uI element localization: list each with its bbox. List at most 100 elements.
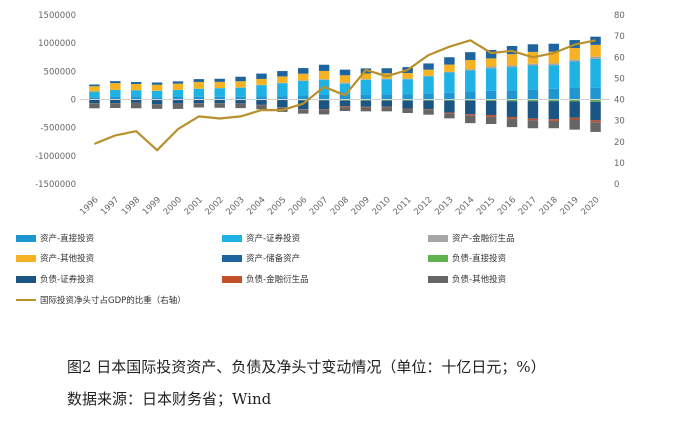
bar-segment bbox=[277, 71, 288, 77]
investment-position-chart: -1500000 -1000000 -500000 0 500000 1000000 150… bbox=[35, 11, 625, 217]
bar-segment bbox=[256, 85, 267, 97]
bar-segment bbox=[444, 57, 455, 65]
x-axis-tick-label: 2009 bbox=[350, 195, 372, 217]
bar-segment bbox=[339, 99, 351, 101]
bar-segment bbox=[130, 102, 142, 109]
bar-segment bbox=[381, 99, 392, 101]
bar-segment bbox=[444, 72, 455, 93]
left-axis-tick-label: -1500000 bbox=[35, 180, 76, 190]
x-axis-tick-label: 1997 bbox=[99, 195, 121, 217]
bar-segment bbox=[151, 100, 163, 105]
x-axis-tick-label: 2006 bbox=[287, 195, 309, 217]
x-axis-tick-label: 1999 bbox=[141, 195, 163, 217]
bar-segment bbox=[465, 60, 476, 70]
bar-segment bbox=[360, 106, 372, 108]
bar-segment bbox=[548, 119, 560, 121]
x-axis-tick-label: 2000 bbox=[162, 195, 184, 217]
left-axis-tick-label: 500000 bbox=[44, 67, 76, 77]
bar-segment bbox=[444, 100, 455, 113]
bar-segment bbox=[256, 78, 267, 85]
bar-segment bbox=[590, 44, 601, 57]
bar-segment bbox=[318, 64, 330, 71]
bar-segment bbox=[506, 90, 518, 100]
bar-segment bbox=[277, 76, 288, 83]
bar-segment bbox=[465, 99, 476, 101]
bar-segment bbox=[569, 61, 580, 88]
right-axis-tick-label: 70 bbox=[614, 32, 625, 42]
bar-segment bbox=[506, 67, 518, 91]
bar-segment bbox=[193, 103, 205, 108]
bar-segment bbox=[527, 89, 539, 100]
bar-segment bbox=[151, 90, 163, 98]
bar-segment bbox=[298, 109, 309, 114]
right-axis-tick-label: 50 bbox=[614, 74, 625, 84]
bar-segment bbox=[381, 94, 392, 100]
bar-segment bbox=[298, 73, 309, 81]
x-axis-tick-label: 2017 bbox=[517, 195, 539, 217]
bar-segment bbox=[506, 99, 518, 102]
bar-segment bbox=[360, 107, 372, 112]
bar-segment bbox=[548, 88, 560, 100]
bar-segment bbox=[235, 100, 246, 104]
bar-segment bbox=[590, 58, 601, 88]
bar-segment bbox=[423, 109, 434, 115]
bar-segment bbox=[318, 94, 330, 100]
bar-segment bbox=[110, 99, 121, 104]
x-axis-tick-label: 2016 bbox=[496, 195, 518, 217]
bar-segment bbox=[277, 83, 288, 97]
bar-segment bbox=[590, 120, 601, 123]
bar-segment bbox=[318, 109, 330, 115]
bar-segment bbox=[360, 79, 372, 80]
x-axis-tick-label: 2018 bbox=[538, 195, 560, 217]
bar-segment bbox=[318, 100, 330, 110]
bar-segment bbox=[527, 118, 539, 121]
bar-segment bbox=[423, 76, 434, 94]
bar-segment bbox=[465, 100, 476, 115]
bar-segment bbox=[444, 71, 455, 73]
bar-segment bbox=[423, 99, 434, 101]
gdp-ratio-line bbox=[93, 39, 596, 152]
bar-segment bbox=[110, 96, 121, 100]
bar-segment bbox=[130, 90, 142, 97]
bar-segment bbox=[151, 104, 163, 109]
bar-segment bbox=[360, 79, 372, 95]
bar-segment bbox=[485, 100, 497, 115]
bar-segment bbox=[193, 81, 205, 89]
x-axis-tick-label: 1998 bbox=[120, 195, 142, 217]
bar-segment bbox=[298, 100, 309, 110]
figure-source: 数据来源：日本财务省；Wind bbox=[67, 390, 272, 408]
bar-segment bbox=[318, 70, 330, 80]
bar-segment bbox=[235, 87, 246, 97]
bar-segment bbox=[402, 79, 413, 95]
bar-segment bbox=[214, 100, 225, 104]
x-axis-tick-label: 2010 bbox=[371, 195, 393, 217]
bar-segment bbox=[423, 69, 434, 76]
bar-segment bbox=[569, 119, 580, 130]
bar-segment bbox=[569, 47, 580, 60]
bar-segment bbox=[172, 96, 184, 100]
bar-segment bbox=[402, 109, 413, 114]
bar-segment bbox=[485, 114, 497, 117]
bar-segment bbox=[527, 63, 539, 66]
bar-segment bbox=[339, 83, 351, 95]
bar-segment bbox=[465, 52, 476, 61]
bar-segment bbox=[256, 96, 267, 100]
bar-segment bbox=[151, 97, 163, 100]
x-axis-tick-label: 2015 bbox=[475, 195, 497, 217]
bar-segment bbox=[444, 64, 455, 72]
x-axis-tick-label: 2005 bbox=[266, 195, 288, 217]
bar-segment bbox=[172, 103, 184, 109]
left-axis-tick-label: 1500000 bbox=[38, 11, 76, 21]
right-axis-tick-label: 0 bbox=[614, 180, 619, 190]
right-axis-tick-label: 10 bbox=[614, 159, 625, 169]
bar-segment bbox=[402, 94, 413, 100]
bar-segment bbox=[381, 68, 392, 74]
bar-segment bbox=[527, 120, 539, 129]
bar-segment bbox=[485, 66, 497, 69]
bar-segment bbox=[402, 73, 413, 79]
bar-segment bbox=[214, 88, 225, 97]
left-axis-tick-label: -1000000 bbox=[35, 152, 76, 162]
x-axis-tick-label: 2019 bbox=[558, 195, 580, 217]
x-axis-tick-label: 2001 bbox=[183, 195, 205, 217]
bar-segment bbox=[89, 84, 100, 87]
